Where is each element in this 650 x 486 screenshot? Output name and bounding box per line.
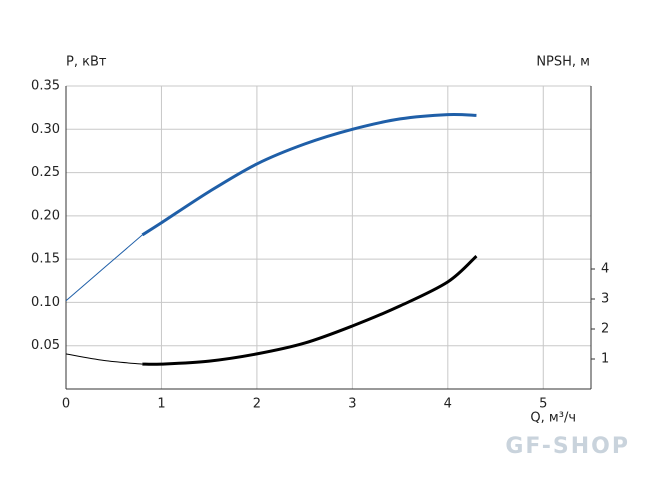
y-axis-label: P, кВт	[66, 55, 107, 70]
x-tick-label: 1	[157, 397, 165, 412]
watermark: GF-SHOP	[505, 434, 630, 459]
y-tick-label: 0.10	[31, 295, 60, 310]
x-tick-label: 4	[444, 397, 452, 412]
y-tick-label: 0.20	[31, 208, 60, 223]
x-tick-label: 3	[348, 397, 356, 412]
curve	[65, 353, 143, 365]
y-tick-label: 0.15	[31, 252, 60, 267]
x-tick-label: 0	[62, 397, 70, 412]
y-tick-label: 0.30	[31, 122, 60, 137]
y2-axis-label: NPSH, м	[536, 55, 590, 70]
y-tick-label: 0.25	[31, 165, 60, 180]
curve	[142, 254, 478, 366]
x-axis-label: Q, м³/ч	[530, 411, 576, 426]
curve	[65, 234, 143, 302]
y2-tick-label: 3	[601, 292, 609, 307]
curve	[141, 112, 477, 237]
y2-tick-label: 4	[601, 262, 609, 277]
y-tick-label: 0.05	[31, 338, 60, 353]
y-tick-label: 0.35	[31, 79, 60, 94]
y2-tick-label: 2	[601, 322, 609, 337]
x-tick-label: 5	[539, 397, 547, 412]
x-tick-label: 2	[253, 397, 261, 412]
y2-tick-label: 1	[601, 352, 609, 367]
